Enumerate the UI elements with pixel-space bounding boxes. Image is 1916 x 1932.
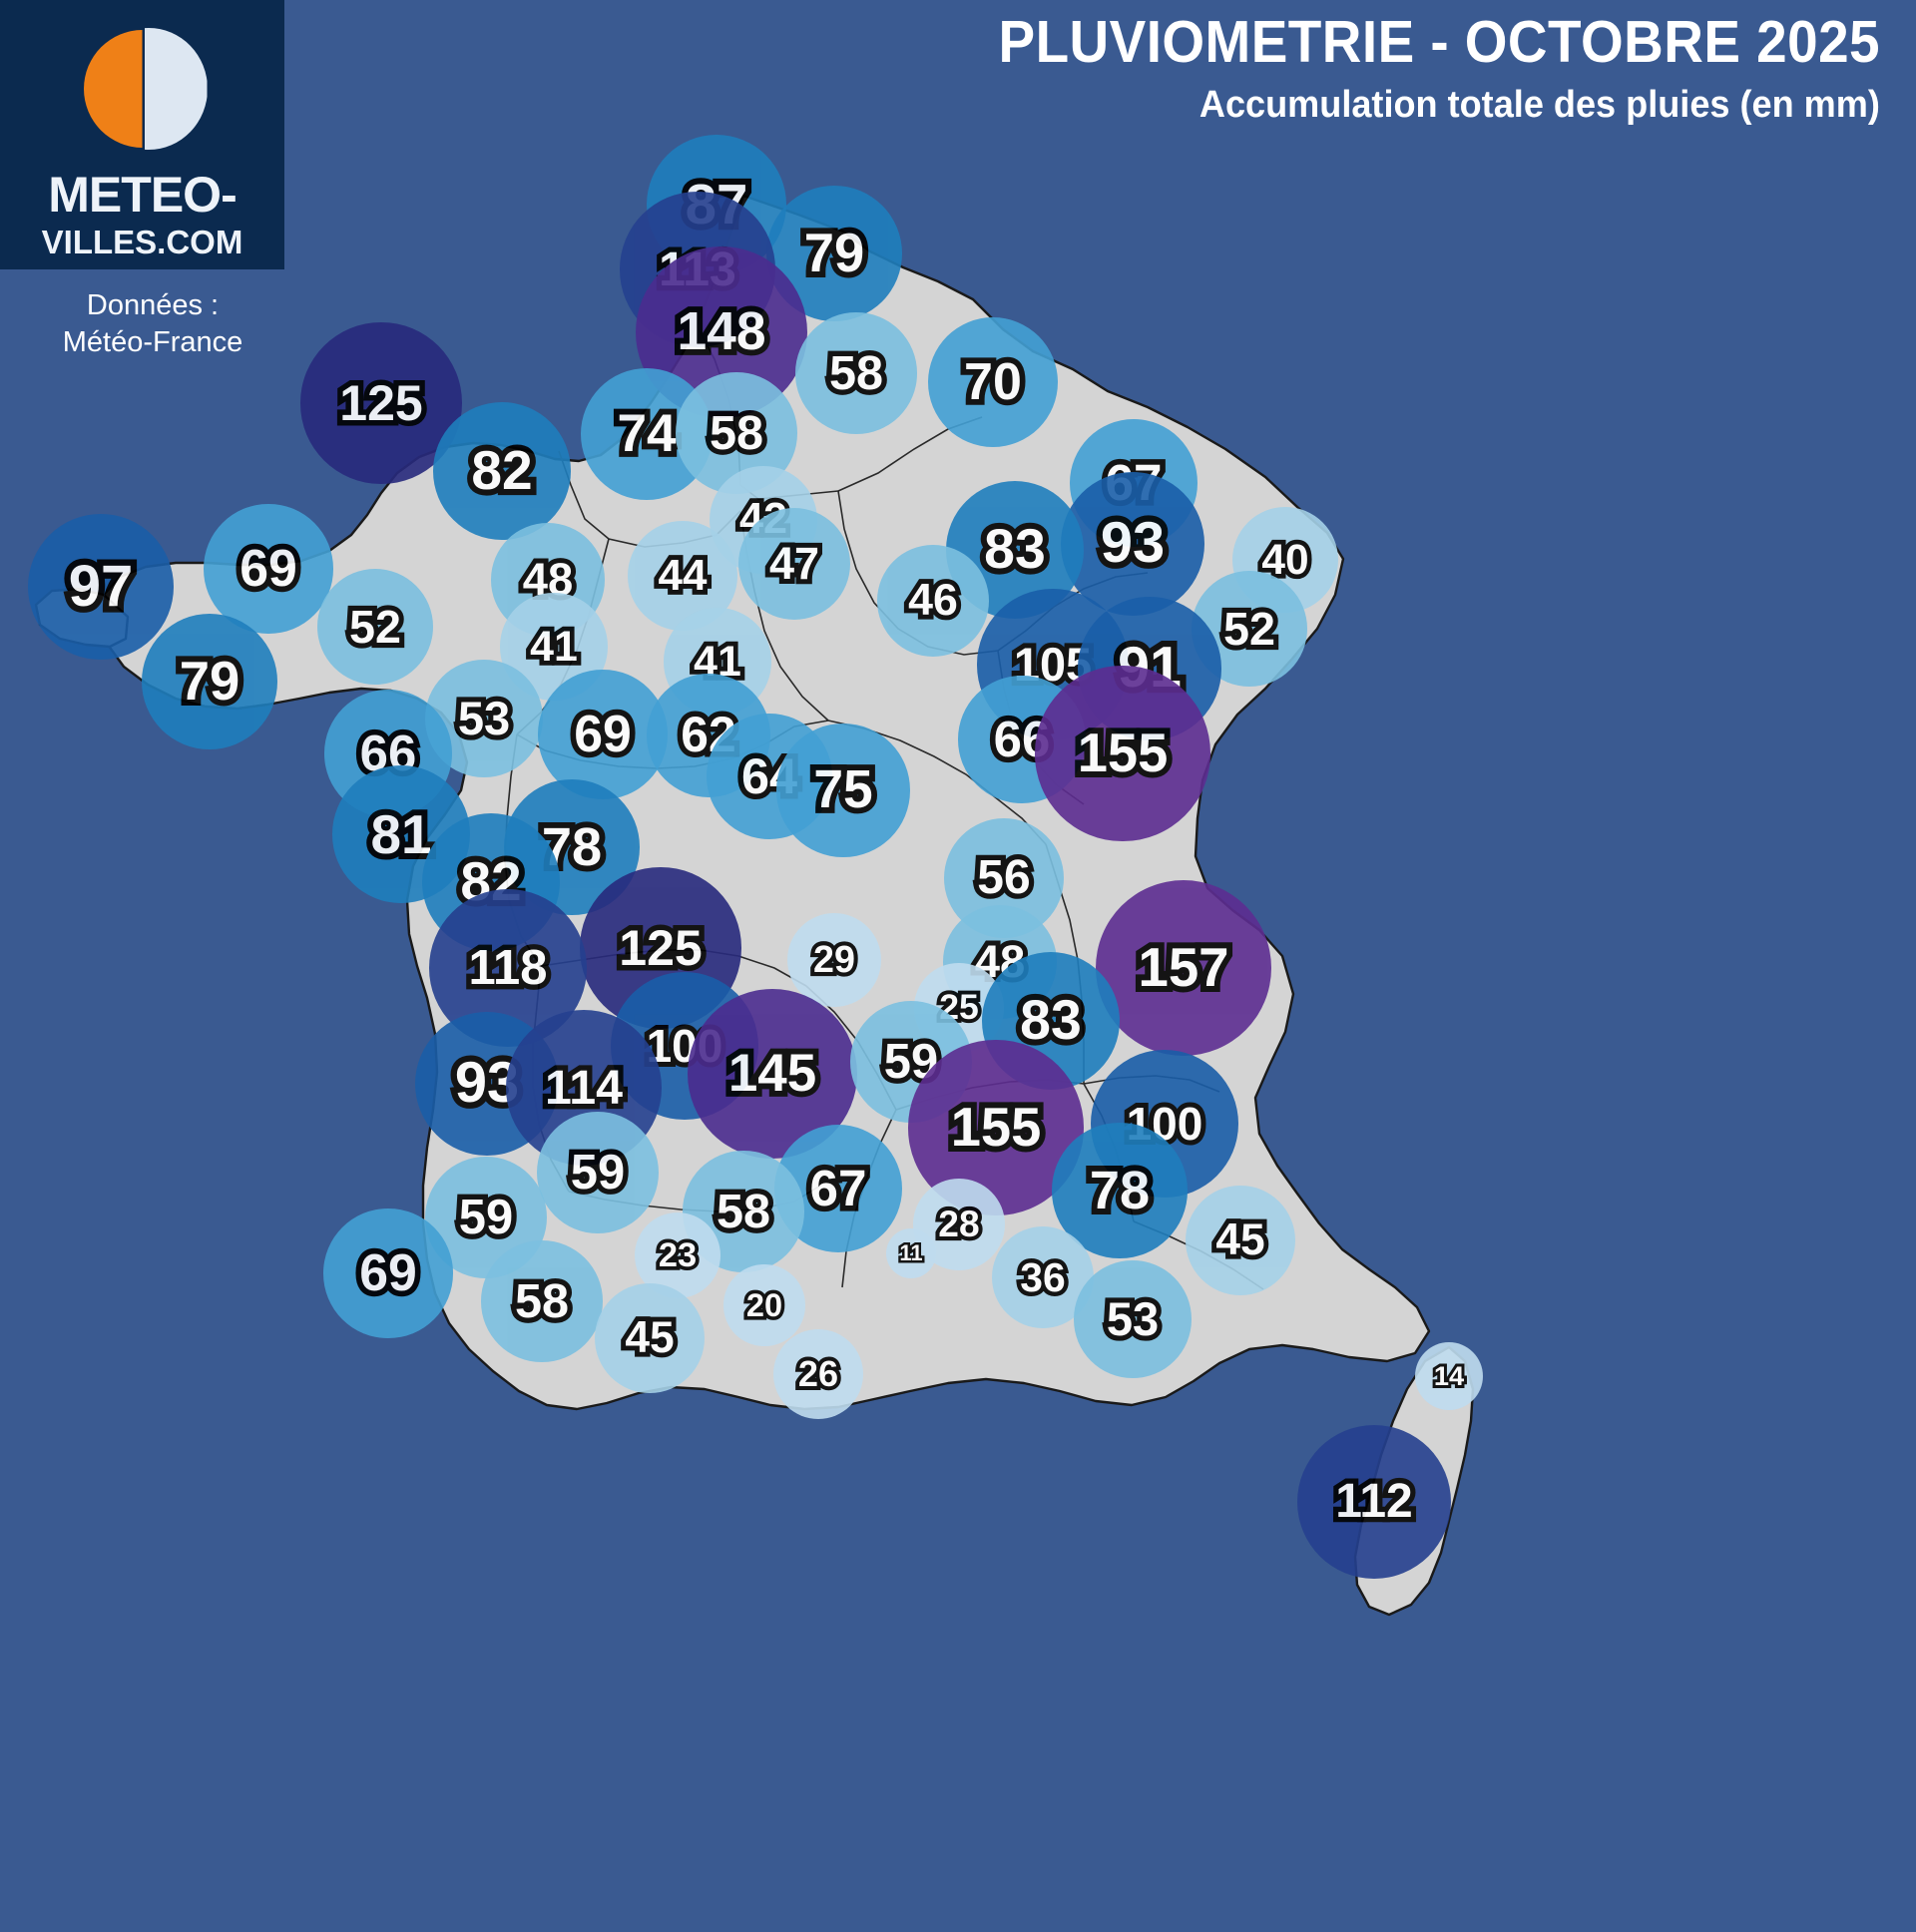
rainfall-value: 118 — [468, 940, 548, 995]
rainfall-bubble: 44 44 — [628, 521, 737, 631]
rainfall-bubble: 45 45 — [594, 1282, 706, 1394]
rainfall-value: 23 — [658, 1235, 698, 1274]
rainfall-value: 79 — [803, 222, 865, 283]
rainfall-value: 79 — [179, 650, 240, 712]
rainfall-value: 112 — [1335, 1475, 1413, 1528]
rainfall-bubble: 79 79 — [142, 614, 277, 749]
rainfall-value: 75 — [813, 760, 873, 820]
rainfall-bubble: 53 53 — [425, 660, 543, 777]
rainfall-value: 93 — [1100, 511, 1166, 576]
rainfall-value: 78 — [1089, 1160, 1151, 1220]
rainfall-value: 114 — [545, 1060, 623, 1115]
logo-text-line2: VILLES.COM — [41, 224, 243, 260]
rainfall-value: 58 — [514, 1273, 570, 1328]
rainfall-value: 97 — [68, 553, 134, 619]
rainfall-value: 67 — [809, 1160, 867, 1217]
rainfall-value: 45 — [625, 1312, 675, 1362]
rainfall-value: 69 — [240, 539, 297, 598]
rainfall-bubble: 70 70 — [927, 316, 1059, 448]
rainfall-bubble: 52 52 — [316, 568, 434, 686]
data-credit-line2: Météo-France — [62, 326, 243, 359]
rainfall-bubble: 47 47 — [737, 507, 851, 621]
rainfall-bubble: 75 75 — [776, 724, 910, 857]
rainfall-value: 58 — [709, 405, 764, 460]
rainfall-bubble: 157 157 — [1096, 880, 1271, 1056]
rainfall-bubble: 14 14 — [1414, 1341, 1484, 1411]
rainfall-value: 82 — [471, 439, 533, 502]
rainfall-bubble: 26 26 — [772, 1328, 864, 1420]
rainfall-value: 56 — [977, 850, 1031, 904]
rainfall-value: 157 — [1138, 936, 1229, 998]
rainfall-value: 155 — [1077, 722, 1169, 783]
rainfall-value: 74 — [617, 404, 677, 464]
rainfall-bubble: 58 58 — [795, 312, 917, 434]
rainfall-value: 83 — [1020, 989, 1082, 1052]
rainfall-bubble: 145 145 — [687, 988, 858, 1160]
rainfall-value: 53 — [1106, 1292, 1160, 1346]
rainfall-bubble: 125 125 — [300, 322, 462, 484]
rainfall-value: 69 — [574, 705, 632, 763]
rainfall-bubble: 29 29 — [786, 912, 882, 1008]
rainfall-value: 81 — [370, 802, 432, 865]
rainfall-bubble: 56 56 — [944, 818, 1064, 938]
rainfall-value: 14 — [1433, 1360, 1465, 1392]
rainfall-value: 59 — [458, 1190, 514, 1244]
rainfall-value: 41 — [530, 622, 578, 671]
data-credit-line1: Données : — [86, 289, 220, 321]
rainfall-value: 52 — [1223, 602, 1275, 655]
logo-panel: METEO- VILLES.COM — [0, 0, 284, 269]
rainfall-bubble: 20 20 — [723, 1264, 805, 1346]
rainfall-value: 44 — [658, 551, 708, 600]
rainfall-value: 145 — [727, 1043, 817, 1103]
rainfall-bubble: 45 45 — [1185, 1185, 1296, 1296]
rainfall-value: 125 — [619, 919, 703, 976]
rainfall-value: 40 — [1261, 535, 1309, 583]
rainfall-value: 70 — [964, 352, 1022, 411]
rainfall-bubble: 93 93 — [1060, 471, 1205, 617]
rainfall-bubble: 155 155 — [1035, 666, 1210, 841]
rainfall-bubble: 69 69 — [538, 670, 668, 799]
rainfall-value: 58 — [716, 1184, 771, 1238]
rainfall-bubble: 58 58 — [481, 1240, 603, 1362]
rainfall-value: 155 — [950, 1096, 1042, 1158]
rainfall-value: 69 — [359, 1243, 417, 1302]
rainfall-value: 125 — [339, 374, 423, 431]
rainfall-value: 52 — [349, 600, 401, 653]
rainfall-bubble: 82 82 — [433, 402, 571, 540]
logo-text-line1: METEO- — [48, 167, 237, 223]
rainfall-value: 45 — [1215, 1214, 1265, 1264]
rainfall-value: 83 — [984, 518, 1046, 581]
data-credit: Données : Météo-France — [28, 287, 277, 361]
rainfall-value: 46 — [908, 575, 958, 625]
rainfall-bubble: 59 59 — [536, 1111, 660, 1234]
rainfall-value: 58 — [828, 345, 884, 400]
rainfall-value: 29 — [813, 938, 855, 981]
rainfall-value: 20 — [745, 1286, 783, 1323]
rainfall-bubble: 11 11 — [886, 1228, 936, 1278]
rainfall-bubble: 69 69 — [323, 1208, 453, 1338]
rainfall-value: 59 — [570, 1145, 626, 1200]
rainfall-value: 11 — [899, 1240, 923, 1265]
half-moon-icon — [83, 28, 208, 150]
rainfall-bubble: 53 53 — [1074, 1260, 1192, 1378]
rainfall-bubble: 112 112 — [1296, 1424, 1452, 1580]
rainfall-value: 148 — [677, 302, 766, 362]
rainfall-value: 47 — [768, 538, 820, 590]
rainfall-bubble: 74 74 — [580, 367, 714, 501]
rainfall-value: 28 — [938, 1203, 980, 1245]
page-subtitle: Accumulation totale des pluies (en mm) — [1198, 84, 1880, 126]
rainfall-value: 53 — [457, 692, 511, 745]
page-title: PLUVIOMETRIE - OCTOBRE 2025 — [998, 9, 1880, 75]
rainfall-value: 36 — [1020, 1253, 1066, 1300]
rainfall-bubble: 69 69 — [204, 504, 333, 634]
rainfall-value: 26 — [797, 1352, 839, 1394]
rainfall-bubble: 46 46 — [877, 545, 989, 657]
rainfall-bubble: 97 97 — [27, 513, 175, 661]
rainfall-bubble: 78 78 — [1052, 1123, 1188, 1258]
